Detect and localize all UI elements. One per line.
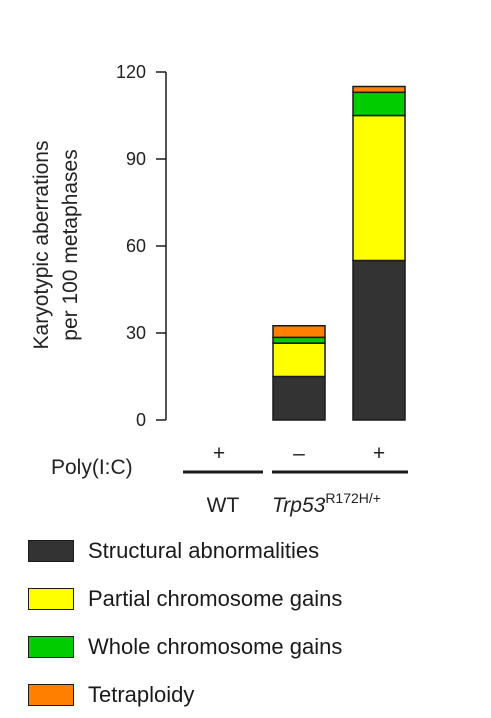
y-tick-label: 60 (126, 236, 146, 256)
legend-label-structural: Structural abnormalities (88, 538, 320, 563)
genotype-trp53: Trp53R172H/+ (272, 490, 381, 517)
bar-segment-partial-chromosome-gains (272, 342, 326, 378)
legend-item-tetraploidy: Tetraploidy (28, 680, 468, 710)
bars (272, 85, 406, 421)
bar-segment-whole-chromosome-gains (272, 336, 326, 344)
bar-segment-tetraploidy (272, 325, 326, 339)
legend-swatch-structural (28, 540, 74, 562)
bar-segment-partial-chromosome-gains (352, 114, 406, 262)
y-ticks: 0 30 60 90 120 (116, 62, 166, 430)
legend-label-partial: Partial chromosome gains (88, 586, 343, 611)
treatment-label: Poly(I:C) (51, 456, 133, 479)
treatment-signs: + – + (213, 442, 385, 465)
bar-segment-structural-abnormalities (272, 375, 326, 421)
bar-segment-structural-abnormalities (352, 259, 406, 421)
y-axis-title-line2: per 100 metaphases (59, 149, 82, 340)
y-axis-title-line1: Karyotypic aberrations (30, 141, 53, 350)
legend-swatch-tetraploidy (28, 684, 74, 706)
treatment-sign: + (213, 442, 225, 465)
legend-swatch-whole (28, 636, 74, 658)
legend-item-partial: Partial chromosome gains (28, 584, 468, 614)
y-tick-label: 120 (116, 62, 146, 82)
bar-segment-tetraploidy (352, 85, 406, 94)
y-tick-label: 90 (126, 149, 146, 169)
treatment-sign: – (293, 442, 305, 465)
legend-item-whole: Whole chromosome gains (28, 632, 468, 662)
bar-segment-whole-chromosome-gains (352, 91, 406, 117)
genotype-trp53-superscript: R172H/+ (325, 490, 381, 506)
treatment-sign: + (373, 442, 385, 465)
y-tick-label: 0 (136, 410, 146, 430)
legend-label-tetraploidy: Tetraploidy (88, 682, 195, 707)
genotype-trp53-name: Trp53 (272, 494, 326, 517)
legend-item-structural: Structural abnormalities (28, 536, 468, 566)
legend-swatch-partial (28, 588, 74, 610)
genotype-wt: WT (207, 494, 240, 517)
legend-label-whole: Whole chromosome gains (88, 634, 343, 659)
chart: Karyotypic aberrations per 100 metaphase… (30, 62, 408, 517)
y-tick-label: 30 (126, 323, 146, 343)
y-axis-title: Karyotypic aberrations per 100 metaphase… (30, 141, 82, 350)
